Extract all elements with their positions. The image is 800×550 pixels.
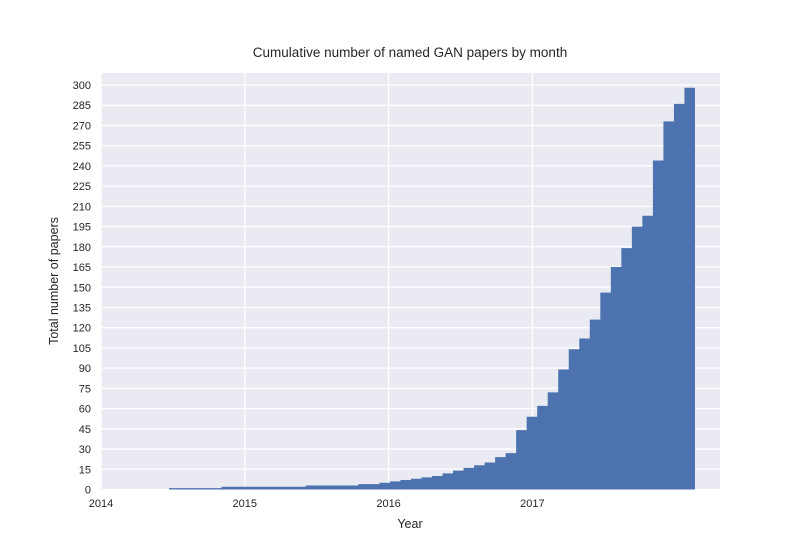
- y-tick-label: 105: [73, 343, 91, 355]
- vertical-gridlines: [100, 73, 534, 490]
- y-tick-label: 60: [79, 404, 91, 416]
- y-tick-label: 0: [85, 485, 91, 497]
- y-tick-label: 285: [73, 100, 91, 112]
- chart-title: Cumulative number of named GAN papers by…: [253, 45, 567, 60]
- y-tick-label: 135: [73, 302, 91, 314]
- y-tick-label: 225: [73, 181, 91, 193]
- x-tick-label: 2015: [233, 498, 257, 510]
- x-axis-tick-labels: 2014 2015 2016 2017: [89, 498, 545, 510]
- y-tick-label: 180: [73, 242, 91, 254]
- y-tick-label: 195: [73, 222, 91, 234]
- y-tick-label: 165: [73, 262, 91, 274]
- y-axis-tick-labels: 0 15 30 45 60 75 90 105 120 135 150 165 180 195 210 225…: [73, 80, 91, 496]
- y-tick-label: 45: [79, 424, 91, 436]
- x-tick-label: 2016: [376, 498, 400, 510]
- x-tick-label: 2014: [89, 498, 113, 510]
- y-tick-label: 90: [79, 363, 91, 375]
- y-tick-label: 270: [73, 120, 91, 132]
- y-tick-label: 210: [73, 201, 91, 213]
- cumulative-bars: [169, 87, 695, 490]
- y-tick-label: 255: [73, 141, 91, 153]
- y-tick-label: 150: [73, 282, 91, 294]
- y-axis-label: Total number of papers: [47, 217, 61, 345]
- y-tick-label: 120: [73, 323, 91, 335]
- x-axis-label: Year: [397, 517, 422, 531]
- y-tick-label: 75: [79, 383, 91, 395]
- y-tick-label: 30: [79, 444, 91, 456]
- x-tick-label: 2017: [520, 498, 544, 510]
- y-tick-label: 15: [79, 464, 91, 476]
- y-tick-label: 240: [73, 161, 91, 173]
- y-tick-label: 300: [73, 80, 91, 92]
